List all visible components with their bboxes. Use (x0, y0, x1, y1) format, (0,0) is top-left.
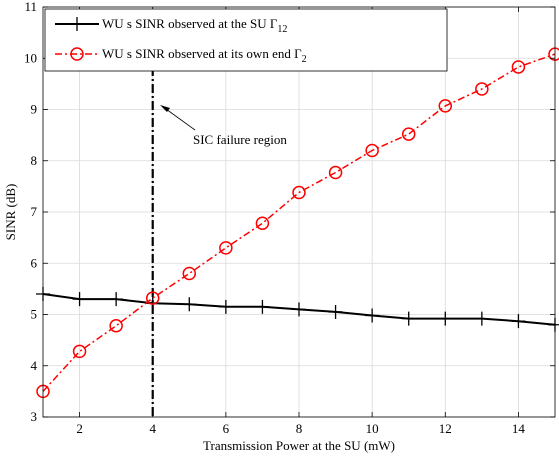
x-axis-label: Transmission Power at the SU (mW) (203, 438, 395, 453)
legend-label-1: WU s SINR observed at the SU Γ12 (102, 16, 287, 35)
legend: WU s SINR observed at the SU Γ12 WU s SI… (44, 8, 448, 72)
y-tick-label: 10 (24, 50, 37, 65)
x-tick-label: 10 (366, 421, 379, 436)
legend-marker-1 (70, 17, 84, 31)
data-point (145, 296, 160, 311)
data-point (475, 82, 489, 96)
data-point (292, 185, 306, 200)
data-point (328, 304, 343, 319)
x-tick-label: 12 (439, 421, 452, 436)
legend-label-1-sub: 12 (277, 24, 287, 35)
y-tick-label: 11 (24, 0, 37, 14)
legend-marker-2 (70, 47, 84, 61)
data-point (474, 311, 489, 326)
annotation-label: SIC failure region (193, 132, 287, 147)
x-tick-label: 2 (76, 421, 83, 436)
x-tick-label: 8 (296, 421, 303, 436)
legend-label-2-text: WU s SINR observed at its own end Γ (102, 46, 302, 61)
data-point (109, 292, 124, 307)
data-point (182, 266, 197, 281)
data-point (328, 165, 343, 180)
data-point (401, 311, 416, 326)
y-tick-label: 4 (31, 358, 38, 373)
annotation: SIC failure region (160, 105, 287, 147)
data-point (511, 314, 526, 329)
x-tick-label: 4 (149, 421, 156, 436)
y-tick-label: 3 (31, 409, 38, 424)
legend-entry-1: WU s SINR observed at the SU Γ12 (55, 16, 287, 35)
data-point (72, 344, 87, 359)
legend-label-2-sub: 2 (302, 54, 307, 65)
y-tick-label: 9 (31, 102, 38, 117)
data-point (365, 143, 379, 158)
data-point (292, 302, 306, 317)
annotation-arrow-line (165, 108, 196, 131)
y-tick-label: 7 (31, 204, 38, 219)
data-point (255, 299, 270, 314)
series-line-2 (42, 53, 556, 392)
data-point (255, 216, 270, 231)
data-point (109, 319, 123, 333)
data-point (182, 297, 197, 312)
data-point (145, 291, 160, 305)
y-tick-label: 6 (31, 255, 38, 270)
y-tick-label: 5 (31, 307, 38, 322)
x-tick-label: 14 (512, 421, 526, 436)
data-point (401, 127, 416, 141)
data-point (218, 299, 233, 314)
annotation-arrowhead (160, 105, 170, 112)
legend-entry-2: WU s SINR observed at its own end Γ2 (55, 46, 307, 65)
legend-label-1-text: WU s SINR observed at the SU Γ (102, 16, 278, 31)
data-point (438, 99, 453, 113)
data-point (438, 311, 453, 326)
data-point (511, 60, 526, 74)
legend-box (44, 8, 448, 72)
legend-label-2: WU s SINR observed at its own end Γ2 (102, 46, 307, 65)
data-point (219, 241, 233, 255)
y-tick-label: 8 (31, 153, 38, 168)
y-axis-label: SINR (dB) (3, 184, 18, 241)
data-point (365, 308, 380, 323)
axis-ticks: 2 4 6 8 10 12 14 3 4 5 6 7 8 9 10 11 (24, 0, 555, 436)
data-point (72, 292, 87, 307)
x-tick-label: 6 (223, 421, 230, 436)
